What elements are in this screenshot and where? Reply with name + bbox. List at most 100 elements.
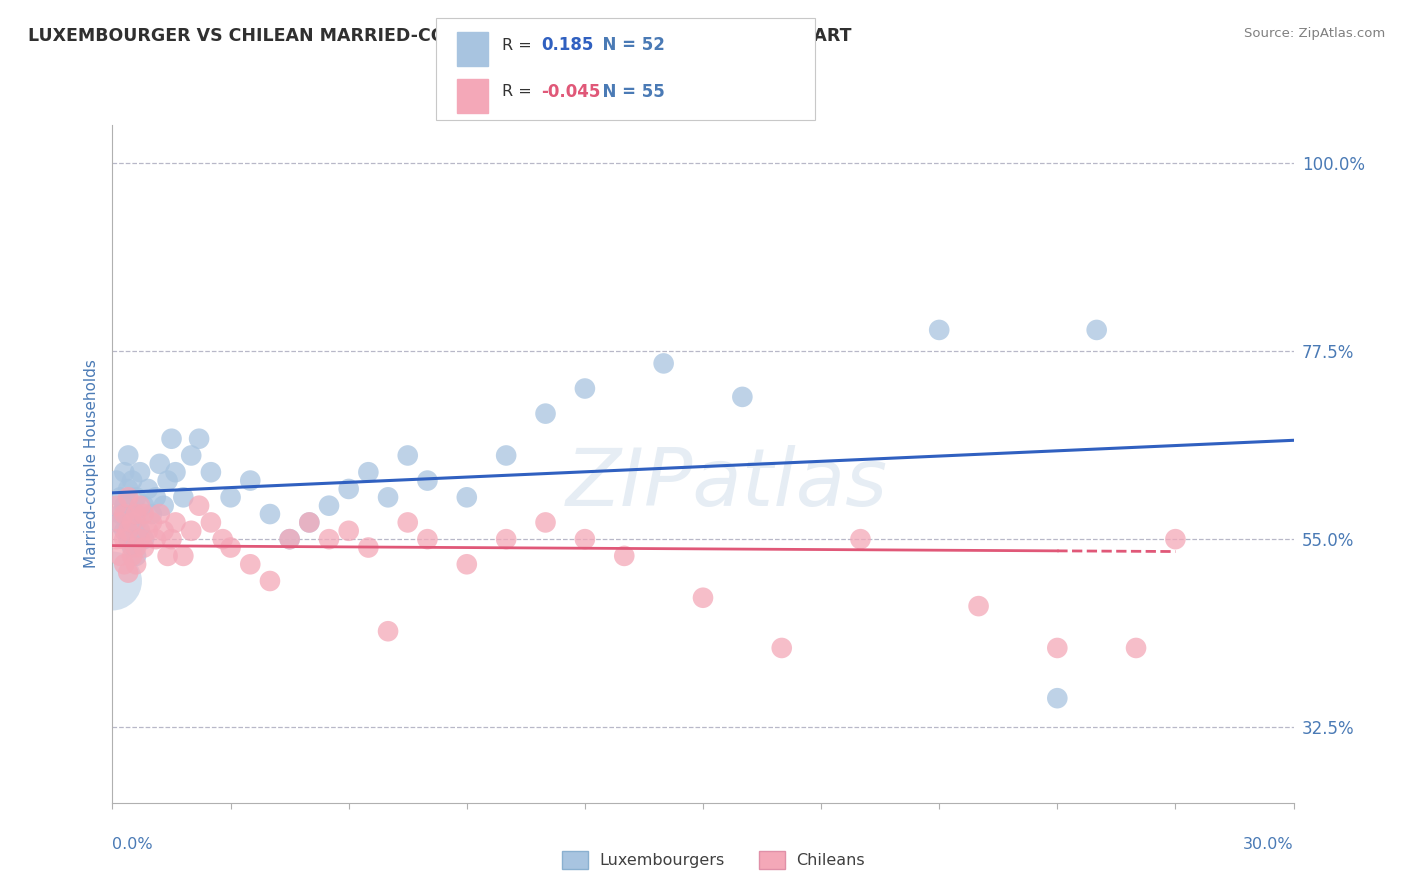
Point	[1125, 640, 1147, 655]
Text: R =: R =	[502, 37, 541, 53]
Point	[357, 541, 380, 555]
Point	[377, 624, 399, 639]
Point	[200, 465, 222, 479]
Point	[416, 474, 439, 488]
Point	[377, 491, 399, 505]
Point	[136, 482, 159, 496]
Point	[121, 516, 143, 530]
Point	[156, 549, 179, 563]
Point	[105, 474, 128, 488]
Point	[396, 516, 419, 530]
Point	[534, 516, 557, 530]
Point	[136, 524, 159, 538]
Point	[121, 474, 143, 488]
Point	[121, 507, 143, 521]
Point	[110, 549, 132, 563]
Point	[105, 516, 128, 530]
Point	[117, 532, 139, 546]
Point	[112, 465, 135, 479]
Point	[200, 516, 222, 530]
Point	[156, 474, 179, 488]
Point	[188, 432, 211, 446]
Point	[456, 491, 478, 505]
Point	[112, 524, 135, 538]
Point	[613, 549, 636, 563]
Point	[278, 532, 301, 546]
Point	[110, 516, 132, 530]
Point	[180, 449, 202, 463]
Point	[259, 507, 281, 521]
Text: 30.0%: 30.0%	[1243, 837, 1294, 852]
Point	[121, 549, 143, 563]
Point	[188, 499, 211, 513]
Point	[967, 599, 990, 614]
Text: Luxembourgers: Luxembourgers	[599, 854, 724, 868]
Point	[149, 457, 172, 471]
Point	[117, 482, 139, 496]
Point	[180, 524, 202, 538]
Point	[337, 482, 360, 496]
Point	[121, 541, 143, 555]
Text: Chileans: Chileans	[796, 854, 865, 868]
Point	[574, 532, 596, 546]
Point	[574, 382, 596, 396]
Point	[145, 532, 167, 546]
Point	[152, 499, 174, 513]
Text: Source: ZipAtlas.com: Source: ZipAtlas.com	[1244, 27, 1385, 40]
Point	[132, 541, 155, 555]
Point	[125, 491, 148, 505]
Point	[129, 532, 152, 546]
Point	[152, 524, 174, 538]
Point	[495, 449, 517, 463]
Point	[117, 566, 139, 580]
Point	[770, 640, 793, 655]
Point	[117, 491, 139, 505]
Point	[125, 549, 148, 563]
Point	[110, 491, 132, 505]
Text: N = 52: N = 52	[591, 37, 665, 54]
Point	[1046, 640, 1069, 655]
Point	[416, 532, 439, 546]
Point	[132, 532, 155, 546]
Point	[125, 558, 148, 572]
Point	[337, 524, 360, 538]
Point	[129, 465, 152, 479]
Point	[145, 491, 167, 505]
Point	[1164, 532, 1187, 546]
Text: N = 55: N = 55	[591, 83, 664, 101]
Point	[239, 474, 262, 488]
Point	[731, 390, 754, 404]
Point	[534, 407, 557, 421]
Point	[298, 516, 321, 530]
Point	[318, 532, 340, 546]
Text: 0.185: 0.185	[541, 37, 593, 54]
Point	[495, 532, 517, 546]
Point	[125, 516, 148, 530]
Point	[652, 356, 675, 370]
Point	[105, 499, 128, 513]
Point	[259, 574, 281, 588]
Text: LUXEMBOURGER VS CHILEAN MARRIED-COUPLE HOUSEHOLDS CORRELATION CHART: LUXEMBOURGER VS CHILEAN MARRIED-COUPLE H…	[28, 27, 852, 45]
Point	[132, 499, 155, 513]
Point	[219, 541, 242, 555]
Point	[396, 449, 419, 463]
Point	[141, 516, 163, 530]
Point	[928, 323, 950, 337]
Point	[165, 516, 187, 530]
Point	[125, 507, 148, 521]
Point	[172, 549, 194, 563]
Point	[456, 558, 478, 572]
Point	[129, 499, 152, 513]
Point	[105, 532, 128, 546]
Point	[129, 524, 152, 538]
Point	[112, 507, 135, 521]
Point	[357, 465, 380, 479]
Point	[112, 532, 135, 546]
Y-axis label: Married-couple Households: Married-couple Households	[83, 359, 98, 568]
Point	[141, 507, 163, 521]
Point	[1085, 323, 1108, 337]
Point	[117, 524, 139, 538]
Text: R =: R =	[502, 85, 537, 100]
Point	[219, 491, 242, 505]
Point	[172, 491, 194, 505]
